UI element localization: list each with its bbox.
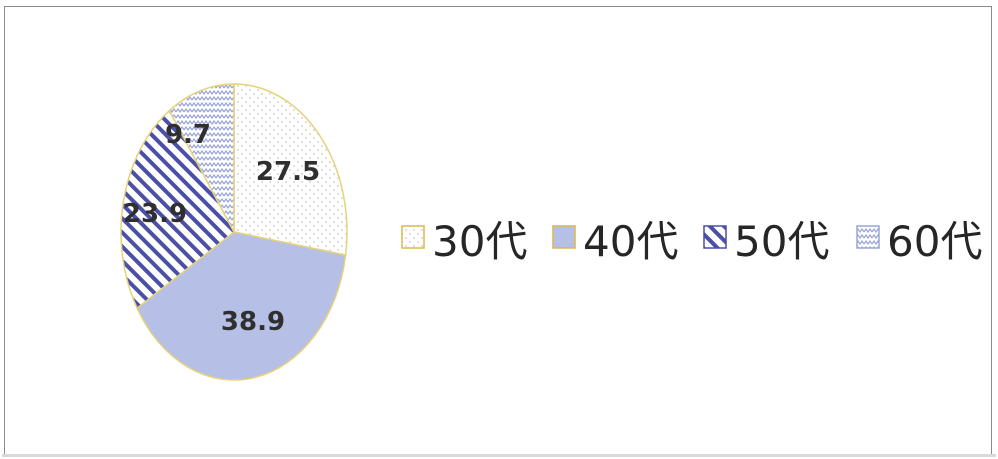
legend-label: 30代 (432, 217, 527, 266)
legend-swatch (703, 225, 727, 249)
slice-value-label: 9.7 (165, 120, 211, 150)
legend-swatch (552, 225, 576, 249)
legend-item: 60代 (856, 217, 982, 266)
frame-shadow (2, 454, 996, 457)
chart-legend: 30代 40代 50代 60代 (401, 217, 982, 266)
pie-slice-4 (168, 83, 235, 233)
slice-value-label: 23.9 (123, 199, 187, 229)
slice-value-label: 27.5 (256, 157, 320, 187)
legend-item: 40代 (552, 217, 678, 266)
pie-value-labels: 27.5 38.9 23.9 9.7 (123, 120, 320, 337)
legend-swatch (856, 225, 880, 249)
legend-label: 50代 (734, 217, 829, 266)
legend-item: 50代 (703, 217, 829, 266)
pie-slices (120, 83, 348, 381)
legend-label: 40代 (583, 217, 678, 266)
legend-item: 30代 (401, 217, 527, 266)
pie-slice-3 (120, 109, 235, 310)
pie-slice-1 (233, 83, 348, 257)
legend-label: 60代 (887, 217, 982, 266)
slice-value-label: 38.9 (221, 307, 285, 337)
legend-swatch (401, 225, 425, 249)
pie-slice-2 (136, 231, 347, 381)
